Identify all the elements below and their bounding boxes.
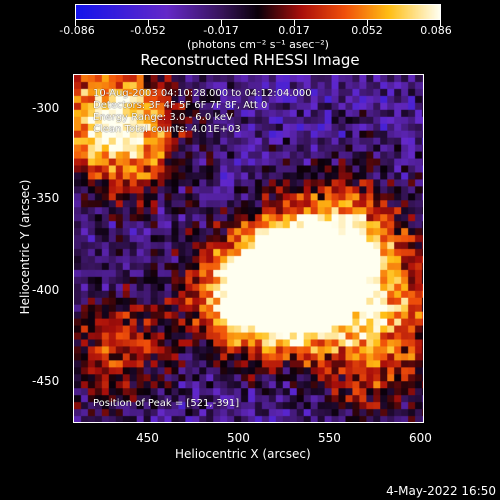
colorbar-tick-label: -0.052 — [130, 24, 166, 37]
colorbar-tick-label: -0.086 — [59, 24, 95, 37]
colorbar-tick-label: 0.017 — [278, 24, 310, 37]
colorbar-tick-label: 0.052 — [351, 24, 383, 37]
y-tick-label: -450 — [32, 374, 60, 388]
x-tick-label: 600 — [409, 431, 432, 445]
x-axis-label: Heliocentric X (arcsec) — [175, 447, 311, 461]
energy-range-annotation: Energy Range: 3.0 - 6.0 keV — [93, 112, 233, 123]
footer-date: 4-May-2022 16:50 — [386, 484, 496, 498]
detectors-annotation: Detectors: 3F 4F 5F 6F 7F 8F, Att 0 — [93, 100, 268, 111]
x-tick-label: 550 — [318, 431, 341, 445]
time-range-annotation: 10-Aug-2003 04:10:28.000 to 04:12:04.000 — [93, 88, 312, 99]
peak-position-annotation: Position of Peak = [521,-391] — [93, 398, 240, 409]
colorbar-tick — [367, 20, 368, 26]
colorbar-tick-label: -0.017 — [203, 24, 239, 37]
image-plot: 10-Aug-2003 04:10:28.000 to 04:12:04.000… — [73, 74, 424, 423]
colorbar-tick — [75, 20, 76, 26]
x-tick-label: 450 — [136, 431, 159, 445]
colorbar-tick — [221, 20, 222, 26]
colorbar-tick — [294, 20, 295, 26]
y-tick-label: -350 — [32, 191, 60, 205]
colorbar-tick — [440, 20, 441, 26]
colorbar — [75, 4, 441, 20]
method-counts-annotation: Clean Total counts: 4.01E+03 — [93, 124, 241, 135]
colorbar-tick-label: 0.086 — [420, 24, 452, 37]
plot-title: Reconstructed RHESSI Image — [140, 51, 360, 69]
y-axis-label: Heliocentric Y (arcsec) — [18, 179, 32, 315]
colorbar-tick — [148, 20, 149, 26]
y-tick-label: -400 — [32, 283, 60, 297]
x-tick-label: 500 — [227, 431, 250, 445]
y-tick-label: -300 — [32, 101, 60, 115]
colorbar-unit-label: (photons cm⁻² s⁻¹ asec⁻²) — [187, 38, 329, 51]
rhessi-image-heatmap — [74, 75, 423, 422]
